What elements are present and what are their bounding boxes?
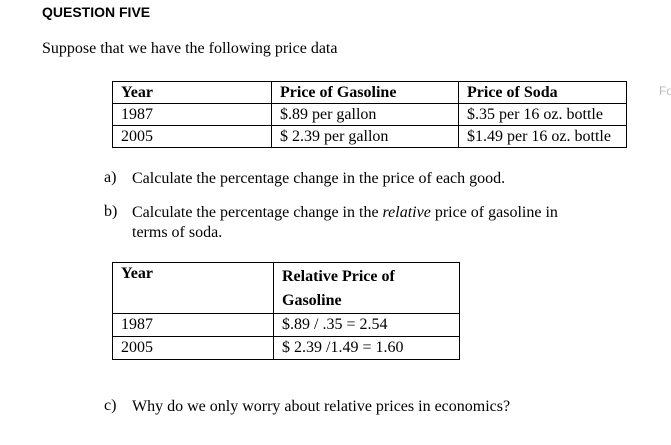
question-label: a): [104, 169, 117, 186]
row: 2005 $ 2.39 /1.49 = 1.60: [112, 336, 460, 360]
cell: $1.49 per 16 oz. bottle: [458, 125, 627, 148]
header-cell: Relative Price of Gasoline: [273, 262, 460, 314]
intro: Suppose that we have the following price…: [42, 40, 338, 57]
cell: $.35 per 16 oz. bottle: [458, 103, 627, 126]
row: 2005 $ 2.39 per gallon $1.49 per 16 oz. …: [112, 125, 627, 148]
header-cell: Price of Gasoline: [271, 81, 459, 104]
row: 1987 $.89 / .35 = 2.54: [112, 313, 460, 337]
cell: $ 2.39 /1.49 = 1.60: [273, 336, 460, 360]
question: b) Calculate the percentage change in th…: [104, 203, 594, 243]
text: Calculate the percentage change in the p…: [132, 170, 506, 187]
cell: 2005: [112, 125, 272, 148]
relative-price-table: Year Relative Price of Gasoline 1987 $.8…: [112, 262, 460, 360]
header-row: Year Relative Price of Gasoline: [112, 262, 460, 314]
cell: 2005: [112, 336, 274, 360]
text: Calculate the percentage change in the: [132, 204, 383, 221]
header-cell: Price of Soda: [458, 81, 627, 104]
price-table: Year Price of Gasoline Price of Soda 198…: [112, 81, 627, 148]
cell: $.89 / .35 = 2.54: [273, 313, 460, 337]
header-text: Relative Price of Gasoline: [282, 268, 395, 309]
question-text: Calculate the percentage change in the r…: [132, 203, 594, 243]
heading: QUESTION FIVE: [42, 4, 151, 20]
cell: $ 2.39 per gallon: [271, 125, 459, 148]
text: Why do we only worry about relative pric…: [132, 398, 511, 415]
question-text: Calculate the percentage change in the p…: [132, 169, 604, 189]
row: 1987 $.89 per gallon $.35 per 16 oz. bot…: [112, 103, 627, 126]
text: price of gasoline in terms of soda.: [132, 204, 558, 241]
question-label: b): [104, 203, 118, 220]
question: a) Calculate the percentage change in th…: [104, 169, 604, 189]
header-cell: Year: [112, 262, 274, 314]
question: c) Why do we only worry about relative p…: [104, 397, 604, 417]
question-label: c): [104, 397, 117, 414]
margin-note: Fo: [659, 84, 671, 98]
emphasis: relative: [382, 204, 431, 221]
header-row: Year Price of Gasoline Price of Soda: [112, 81, 627, 104]
cell: $.89 per gallon: [271, 103, 459, 126]
question-text: Why do we only worry about relative pric…: [132, 397, 604, 417]
cell: 1987: [112, 313, 274, 337]
header-cell: Year: [112, 81, 272, 104]
cell: 1987: [112, 103, 272, 126]
